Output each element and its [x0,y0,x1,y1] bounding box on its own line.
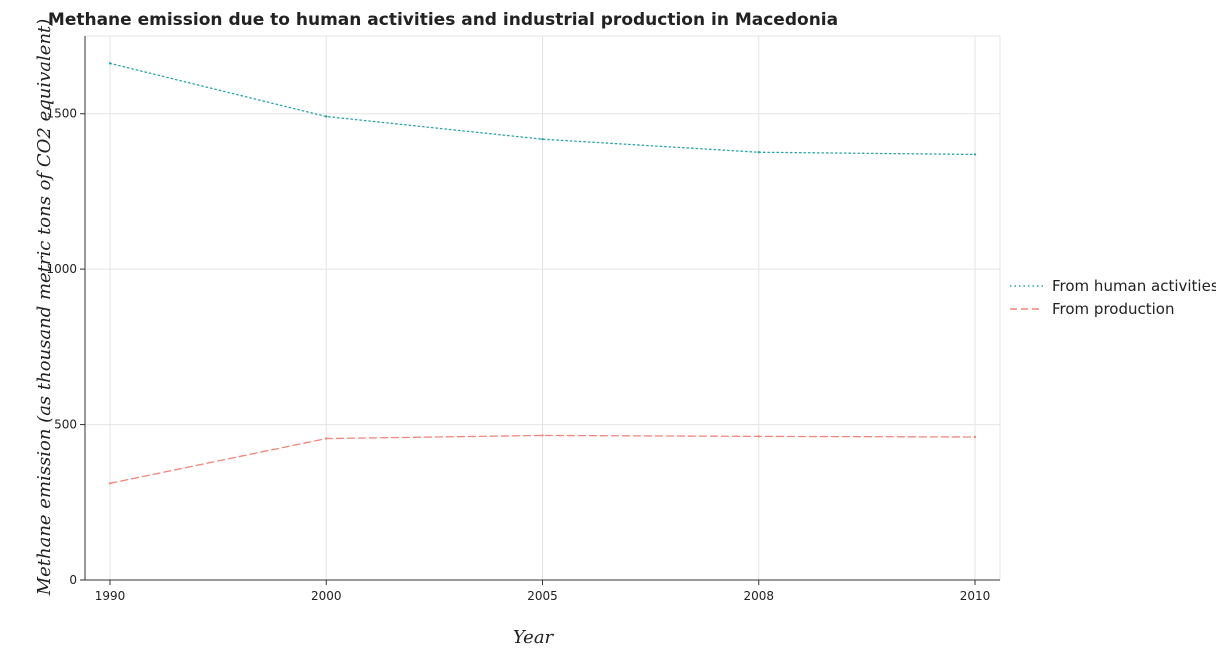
axes: 0 500 1000 1500 1990 2000 2005 2008 2010 [46,36,1000,603]
x-tick-label: 2005 [527,589,558,603]
x-tick-label: 1990 [95,589,126,603]
y-tick-label: 0 [69,573,77,587]
series-line-2 [109,434,976,484]
data-point [757,151,760,154]
legend-label: From production [1052,300,1174,318]
data-point [973,153,977,156]
x-tick-label: 2008 [743,589,774,603]
data-point [973,435,977,439]
legend-label: From human activities [1052,277,1216,295]
series [108,62,977,485]
x-tick-label: 2010 [960,589,991,603]
data-point [108,62,112,65]
y-tick-label: 1000 [46,262,77,276]
y-tick-label: 500 [54,418,77,432]
x-axis-label: Year [513,627,555,648]
y-tick-label: 1500 [46,107,77,121]
data-point [541,138,544,141]
data-point [325,115,328,118]
data-point [541,434,544,437]
legend: From human activities From production [1010,277,1216,318]
grid [84,35,1001,581]
y-axis-label: Methane emission (as thousand metric ton… [34,19,55,597]
chart-title: Methane emission due to human activities… [48,10,838,30]
data-point [325,437,328,440]
data-point [757,435,760,438]
data-point [108,482,112,485]
series-line-1 [109,62,976,156]
x-tick-label: 2000 [311,589,342,603]
